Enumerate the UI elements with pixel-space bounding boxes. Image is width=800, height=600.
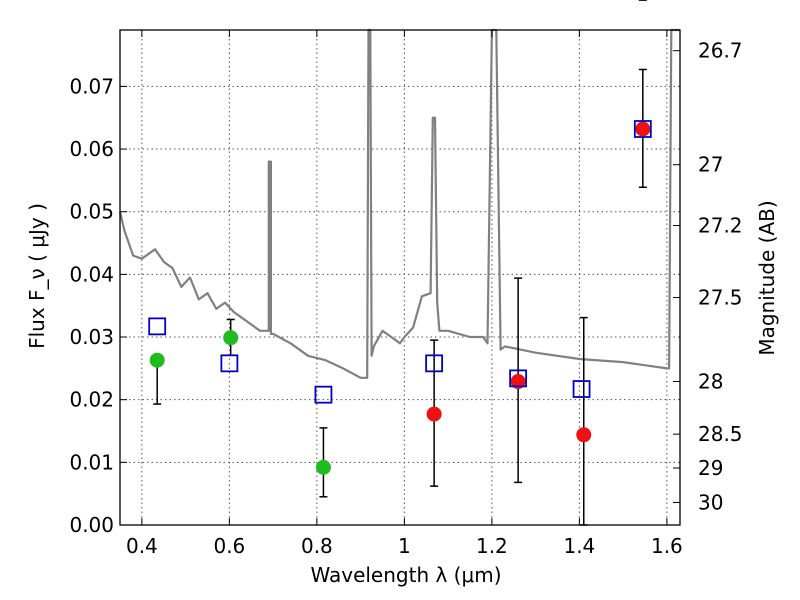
right-axis-title: Magnitude (AB) <box>755 200 779 355</box>
y-tick-label: 0.07 <box>69 74 114 98</box>
y-tick-label: 0.02 <box>69 388 114 412</box>
red-point <box>635 121 651 137</box>
axis-ticks <box>120 30 680 526</box>
green-point <box>149 352 165 368</box>
y-tick-label: 0.00 <box>69 513 114 537</box>
model-spectrum-line <box>118 28 680 379</box>
box-point <box>148 317 167 336</box>
right-tick-label: 28 <box>698 370 723 394</box>
right-tick-label: 27.2 <box>698 213 743 237</box>
tick-labels: 0.4 0.6 0.8 1 1.2 1.4 1.6 0.00 0.01 0.02 0.03 0.04 0… <box>69 39 742 558</box>
green-point <box>315 459 331 475</box>
red-point <box>426 406 442 422</box>
grid-lines <box>120 30 680 526</box>
x-tick-label: 1 <box>398 534 411 558</box>
model-spectrum <box>118 28 680 379</box>
plot-frame <box>119 29 681 526</box>
error-bars <box>153 0 647 526</box>
box-point <box>633 120 652 138</box>
x-tick-label: 0.8 <box>301 534 333 558</box>
y-tick-label: 0.05 <box>69 200 114 224</box>
green-point <box>223 330 239 346</box>
box-point <box>425 354 444 373</box>
red-point <box>576 427 592 443</box>
y-axis-title: Flux F_ν ( μJy ) <box>25 203 49 349</box>
x-tick-label: 0.4 <box>126 534 158 558</box>
right-tick-label: 30 <box>698 490 723 514</box>
box-point <box>572 380 591 398</box>
box-point <box>509 369 528 388</box>
y-tick-label: 0.01 <box>69 450 114 474</box>
red-point <box>510 374 526 390</box>
x-tick-label: 1.2 <box>476 534 508 558</box>
x-tick-label: 0.6 <box>213 534 245 558</box>
right-tick-label: 29 <box>698 456 723 480</box>
box-point <box>220 354 239 373</box>
x-tick-label: 1.6 <box>651 534 683 558</box>
x-axis-title: Wavelength λ (μm) <box>310 563 501 587</box>
box-point <box>314 385 333 404</box>
x-tick-label: 1.4 <box>563 534 595 558</box>
y-tick-label: 0.03 <box>69 325 114 349</box>
right-tick-label: 26.7 <box>698 39 743 63</box>
right-tick-label: 28.5 <box>698 422 743 446</box>
y-tick-label: 0.06 <box>69 137 114 161</box>
right-tick-label: 27.5 <box>698 286 743 310</box>
data-markers <box>148 120 652 475</box>
y-tick-label: 0.04 <box>69 262 114 286</box>
right-tick-label: 27 <box>698 153 723 177</box>
